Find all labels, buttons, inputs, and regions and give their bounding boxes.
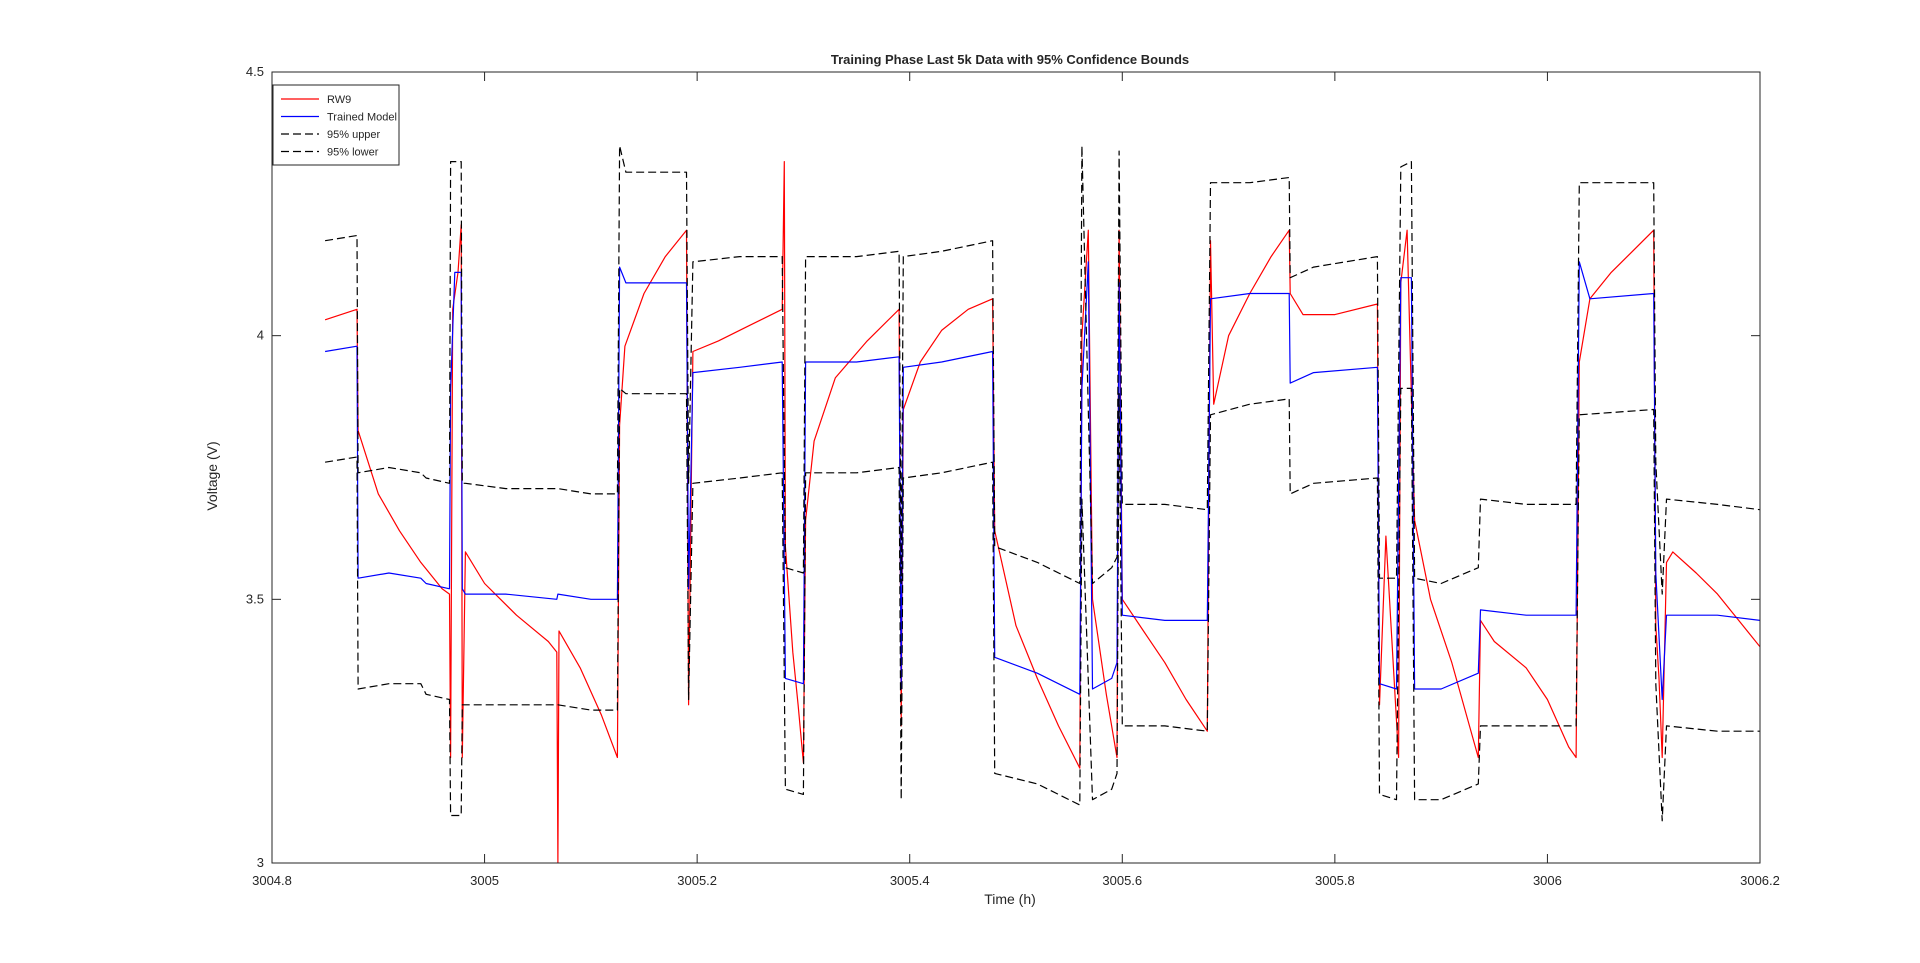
legend-label-4: 95% lower xyxy=(327,147,379,159)
series-line-1 xyxy=(324,161,1760,863)
axes-frame xyxy=(271,71,1761,864)
legend-label-2: Trained Model xyxy=(327,112,397,124)
x-tick-label: 3005.4 xyxy=(890,873,930,888)
legend-label-1: RW9 xyxy=(327,94,351,106)
legend: RW9 Trained Model 95% upper 95% lower xyxy=(272,84,400,166)
y-tick-label: 4.5 xyxy=(246,64,264,79)
y-axis-label: Voltage (V) xyxy=(204,441,220,510)
chart-title: Training Phase Last 5k Data with 95% Con… xyxy=(831,52,1189,67)
series-line-4 xyxy=(325,387,1760,822)
y-tick-label: 3.5 xyxy=(246,591,264,606)
series-line-2 xyxy=(325,261,1760,701)
x-tick-label: 3006 xyxy=(1533,873,1562,888)
x-tick-label: 3004.8 xyxy=(252,873,292,888)
x-tick-label: 3005.2 xyxy=(677,873,717,888)
y-tick-label: 4 xyxy=(257,328,264,343)
series-line-3 xyxy=(325,145,1760,595)
x-axis-label: Time (h) xyxy=(984,891,1036,907)
series-layer xyxy=(324,145,1760,863)
x-tick-label: 3005 xyxy=(470,873,499,888)
x-tick-label: 3005.8 xyxy=(1315,873,1355,888)
axes-layer: 3004.8 3005 3005.2 3005.4 3005.6 3005.8 3006 30… xyxy=(246,64,1780,888)
y-tick-label: 3 xyxy=(257,855,264,870)
x-tick-label: 3005.6 xyxy=(1102,873,1142,888)
legend-label-3: 95% upper xyxy=(327,129,381,141)
x-tick-label: 3006.2 xyxy=(1740,873,1780,888)
